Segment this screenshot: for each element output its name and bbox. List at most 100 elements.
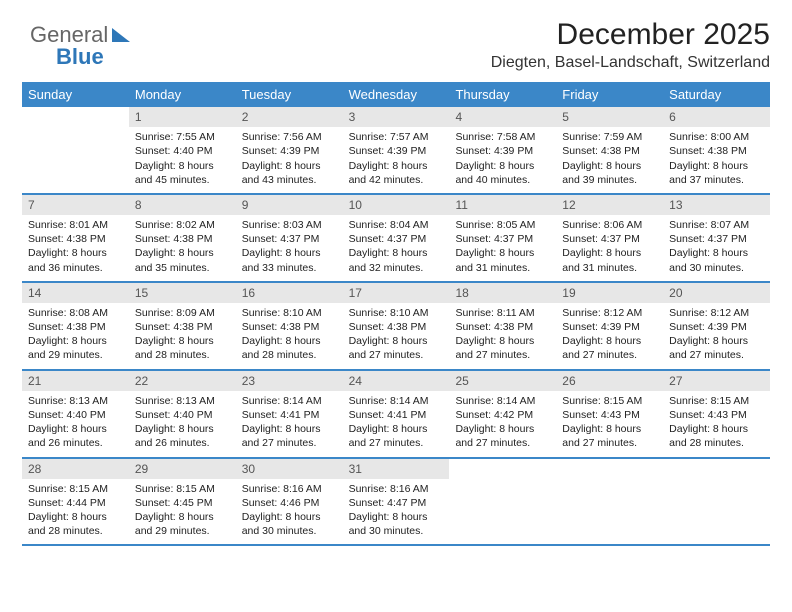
sunset-text: Sunset: 4:38 PM — [562, 144, 657, 158]
dl1-text: Daylight: 8 hours — [242, 422, 337, 436]
day-number: 23 — [236, 371, 343, 391]
dl2-text: and 43 minutes. — [242, 173, 337, 187]
sunset-text: Sunset: 4:37 PM — [349, 232, 444, 246]
week-row: 14Sunrise: 8:08 AMSunset: 4:38 PMDayligh… — [22, 283, 770, 371]
sunset-text: Sunset: 4:39 PM — [242, 144, 337, 158]
day-cell: 25Sunrise: 8:14 AMSunset: 4:42 PMDayligh… — [449, 371, 556, 457]
day-number: 27 — [663, 371, 770, 391]
sunrise-text: Sunrise: 8:09 AM — [135, 306, 230, 320]
sunrise-text: Sunrise: 8:04 AM — [349, 218, 444, 232]
day-number: 5 — [556, 107, 663, 127]
dl2-text: and 42 minutes. — [349, 173, 444, 187]
weekday-header: Sunday — [22, 82, 129, 107]
sunset-text: Sunset: 4:46 PM — [242, 496, 337, 510]
day-number: 22 — [129, 371, 236, 391]
sunrise-text: Sunrise: 8:15 AM — [562, 394, 657, 408]
dl1-text: Daylight: 8 hours — [28, 246, 123, 260]
dl2-text: and 30 minutes. — [669, 261, 764, 275]
dl1-text: Daylight: 8 hours — [242, 510, 337, 524]
sunrise-text: Sunrise: 8:15 AM — [135, 482, 230, 496]
sunrise-text: Sunrise: 8:15 AM — [28, 482, 123, 496]
dl1-text: Daylight: 8 hours — [135, 510, 230, 524]
dl2-text: and 37 minutes. — [669, 173, 764, 187]
sunrise-text: Sunrise: 8:10 AM — [349, 306, 444, 320]
dl2-text: and 30 minutes. — [242, 524, 337, 538]
dl2-text: and 28 minutes. — [28, 524, 123, 538]
sunset-text: Sunset: 4:40 PM — [135, 144, 230, 158]
day-cell: 3Sunrise: 7:57 AMSunset: 4:39 PMDaylight… — [343, 107, 450, 193]
sunrise-text: Sunrise: 8:01 AM — [28, 218, 123, 232]
dl2-text: and 31 minutes. — [455, 261, 550, 275]
day-cell: 13Sunrise: 8:07 AMSunset: 4:37 PMDayligh… — [663, 195, 770, 281]
day-cell: 26Sunrise: 8:15 AMSunset: 4:43 PMDayligh… — [556, 371, 663, 457]
location-text: Diegten, Basel-Landschaft, Switzerland — [22, 54, 770, 72]
day-number: 11 — [449, 195, 556, 215]
dl1-text: Daylight: 8 hours — [562, 246, 657, 260]
day-cell: 8 Sunrise: 8:02 AMSunset: 4:38 PMDaylight… — [129, 195, 236, 281]
day-number — [449, 459, 556, 479]
dl1-text: Daylight: 8 hours — [242, 159, 337, 173]
dl1-text: Daylight: 8 hours — [135, 246, 230, 260]
dl2-text: and 39 minutes. — [562, 173, 657, 187]
dl1-text: Daylight: 8 hours — [135, 334, 230, 348]
sunset-text: Sunset: 4:40 PM — [135, 408, 230, 422]
day-cell — [22, 107, 129, 193]
day-cell: 18Sunrise: 8:11 AMSunset: 4:38 PMDayligh… — [449, 283, 556, 369]
day-number: 12 — [556, 195, 663, 215]
sunrise-text: Sunrise: 8:14 AM — [242, 394, 337, 408]
day-number: 25 — [449, 371, 556, 391]
sunrise-text: Sunrise: 8:07 AM — [669, 218, 764, 232]
weekday-header: Saturday — [663, 82, 770, 107]
sunset-text: Sunset: 4:37 PM — [455, 232, 550, 246]
dl2-text: and 35 minutes. — [135, 261, 230, 275]
day-number: 21 — [22, 371, 129, 391]
sunset-text: Sunset: 4:40 PM — [28, 408, 123, 422]
day-cell — [663, 459, 770, 545]
weekday-header: Wednesday — [343, 82, 450, 107]
day-cell: 20Sunrise: 8:12 AMSunset: 4:39 PMDayligh… — [663, 283, 770, 369]
dl2-text: and 28 minutes. — [242, 348, 337, 362]
day-cell: 23Sunrise: 8:14 AMSunset: 4:41 PMDayligh… — [236, 371, 343, 457]
sunrise-text: Sunrise: 7:55 AM — [135, 130, 230, 144]
sunset-text: Sunset: 4:44 PM — [28, 496, 123, 510]
logo-text-2: Blue — [56, 44, 104, 70]
dl1-text: Daylight: 8 hours — [242, 334, 337, 348]
sunset-text: Sunset: 4:39 PM — [562, 320, 657, 334]
day-number: 24 — [343, 371, 450, 391]
month-title: December 2025 — [22, 18, 770, 52]
day-cell: 29Sunrise: 8:15 AMSunset: 4:45 PMDayligh… — [129, 459, 236, 545]
weekday-header: Tuesday — [236, 82, 343, 107]
sunrise-text: Sunrise: 8:08 AM — [28, 306, 123, 320]
dl2-text: and 40 minutes. — [455, 173, 550, 187]
dl1-text: Daylight: 8 hours — [28, 422, 123, 436]
sunrise-text: Sunrise: 8:15 AM — [669, 394, 764, 408]
dl1-text: Daylight: 8 hours — [135, 422, 230, 436]
dl2-text: and 29 minutes. — [28, 348, 123, 362]
dl1-text: Daylight: 8 hours — [349, 159, 444, 173]
sunset-text: Sunset: 4:39 PM — [455, 144, 550, 158]
day-number: 9 — [236, 195, 343, 215]
dl2-text: and 27 minutes. — [349, 436, 444, 450]
day-cell: 27Sunrise: 8:15 AMSunset: 4:43 PMDayligh… — [663, 371, 770, 457]
day-cell: 9Sunrise: 8:03 AMSunset: 4:37 PMDaylight… — [236, 195, 343, 281]
day-cell: 19Sunrise: 8:12 AMSunset: 4:39 PMDayligh… — [556, 283, 663, 369]
day-number: 8 — [129, 195, 236, 215]
dl2-text: and 33 minutes. — [242, 261, 337, 275]
dl1-text: Daylight: 8 hours — [669, 159, 764, 173]
day-number: 18 — [449, 283, 556, 303]
sunset-text: Sunset: 4:38 PM — [135, 232, 230, 246]
dl1-text: Daylight: 8 hours — [28, 334, 123, 348]
dl2-text: and 27 minutes. — [349, 348, 444, 362]
day-number: 6 — [663, 107, 770, 127]
day-cell: 1Sunrise: 7:55 AMSunset: 4:40 PMDaylight… — [129, 107, 236, 193]
dl2-text: and 26 minutes. — [135, 436, 230, 450]
day-cell: 6Sunrise: 8:00 AMSunset: 4:38 PMDaylight… — [663, 107, 770, 193]
dl1-text: Daylight: 8 hours — [562, 422, 657, 436]
dl2-text: and 45 minutes. — [135, 173, 230, 187]
sunset-text: Sunset: 4:38 PM — [135, 320, 230, 334]
day-number: 29 — [129, 459, 236, 479]
day-cell — [449, 459, 556, 545]
sunrise-text: Sunrise: 8:02 AM — [135, 218, 230, 232]
day-cell: 7Sunrise: 8:01 AMSunset: 4:38 PMDaylight… — [22, 195, 129, 281]
sunrise-text: Sunrise: 8:16 AM — [242, 482, 337, 496]
